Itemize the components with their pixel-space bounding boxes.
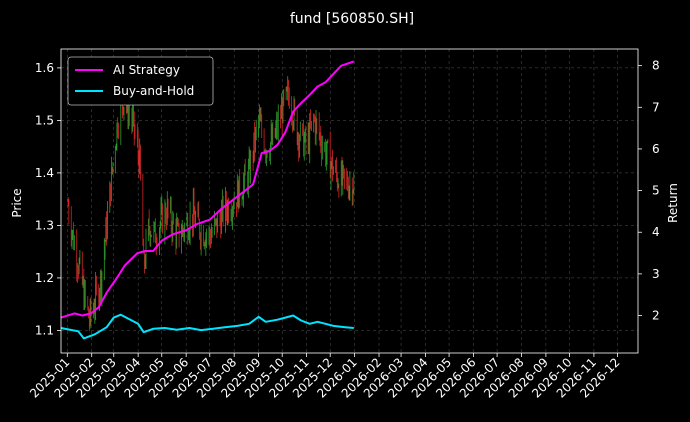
x-axis: 2025-012025-022025-032025-042025-052025-… bbox=[27, 353, 623, 401]
left-y-axis: 1.1 1.2 1.3 1.4 1.5 1.6 bbox=[35, 61, 61, 337]
right-y-tick-label: 4 bbox=[652, 225, 660, 239]
legend-box bbox=[67, 56, 214, 106]
left-y-tick-label: 1.1 bbox=[35, 323, 54, 337]
plot-frame bbox=[60, 48, 639, 354]
right-y-tick-label: 2 bbox=[652, 309, 660, 323]
legend-label-buy-and-hold: Buy-and-Hold bbox=[113, 84, 194, 98]
left-y-axis-label: Price bbox=[10, 188, 24, 217]
right-y-tick-label: 3 bbox=[652, 267, 660, 281]
right-y-tick-label: 5 bbox=[652, 184, 660, 198]
left-y-tick-label: 1.6 bbox=[35, 61, 54, 75]
left-y-tick-label: 1.4 bbox=[35, 166, 54, 180]
candlesticks bbox=[67, 76, 355, 332]
right-y-tick-label: 8 bbox=[652, 59, 660, 73]
right-y-tick-label: 6 bbox=[652, 142, 660, 156]
right-y-axis: 2 3 4 5 6 7 8 bbox=[638, 59, 660, 323]
right-y-tick-label: 7 bbox=[652, 100, 660, 114]
left-y-tick-label: 1.5 bbox=[35, 113, 54, 127]
return-lines bbox=[60, 60, 355, 340]
series-line-buy-and-hold bbox=[60, 313, 354, 340]
series-line-ai-strategy bbox=[60, 60, 355, 319]
legend: AI Strategy Buy-and-Hold bbox=[67, 56, 214, 106]
chart-title: fund [560850.SH] bbox=[290, 11, 414, 27]
legend-label-ai-strategy: AI Strategy bbox=[113, 63, 180, 77]
left-y-tick-label: 1.2 bbox=[35, 271, 54, 285]
right-y-axis-label: Return bbox=[666, 183, 680, 223]
left-y-tick-label: 1.3 bbox=[35, 218, 54, 232]
